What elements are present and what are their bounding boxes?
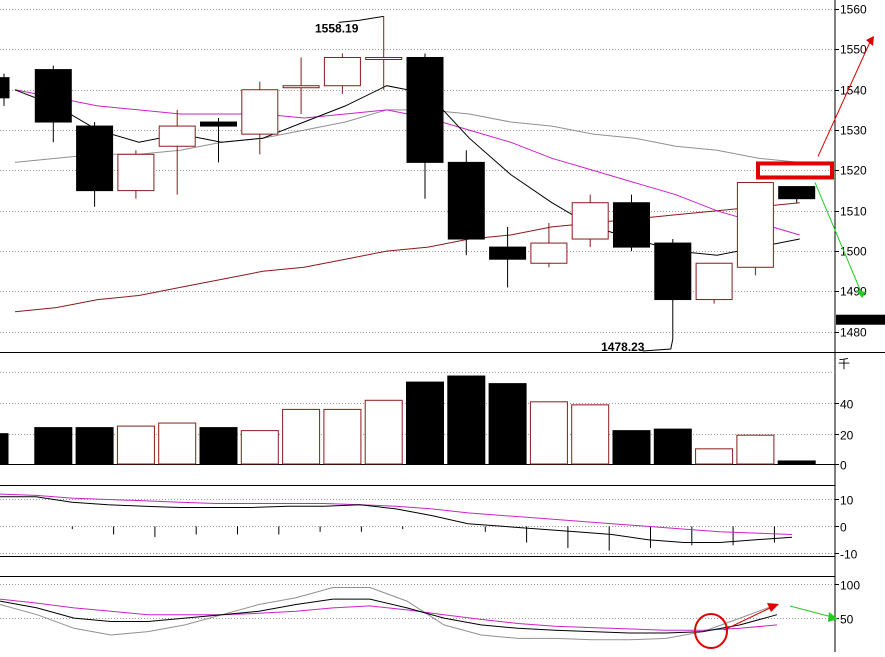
osc1-signal-line: [0, 493, 793, 535]
candlesticks[interactable]: [0, 16, 816, 339]
price-tick-label: 1540: [840, 84, 867, 98]
volume-bar[interactable]: [736, 434, 775, 465]
up-arrow-head: [866, 36, 874, 46]
annotations: 1558.19 1478.23 千: [315, 15, 874, 649]
volume-bar[interactable]: [0, 433, 9, 465]
oscillator-panel-1: [0, 493, 793, 551]
price-tick-label: 1550: [840, 43, 867, 57]
max-leader-line: [338, 15, 384, 23]
volume-bar[interactable]: [282, 408, 321, 465]
oscillator-panel-2: [0, 587, 778, 641]
volume-tick-label: 20: [840, 429, 854, 443]
price-tick-label: 1510: [840, 205, 867, 219]
volume-bar[interactable]: [34, 427, 73, 465]
price-tick-label: 1530: [840, 124, 867, 138]
volume-bar[interactable]: [323, 408, 362, 465]
up-arrow-line: [817, 41, 871, 157]
min-leader-line: [642, 338, 674, 352]
candle-body[interactable]: [695, 262, 733, 301]
osc2-up-arrow-line: [723, 606, 773, 631]
osc2-k-line: [0, 598, 778, 634]
osc2-j-line: [0, 587, 778, 641]
osc2-right-arrow-head: [828, 612, 838, 622]
down-arrow-line: [814, 182, 862, 293]
candle-body[interactable]: [76, 125, 114, 192]
candle-body[interactable]: [365, 56, 403, 60]
volume-bar[interactable]: [612, 430, 651, 465]
down-arrow-head: [856, 290, 866, 298]
volume-bar[interactable]: [447, 375, 486, 465]
volume-bar[interactable]: [777, 460, 816, 465]
candle-body[interactable]: [778, 186, 816, 200]
price-tick-label: 1560: [840, 3, 867, 17]
min-price-label: 1478.23: [601, 340, 645, 354]
volume-bar[interactable]: [75, 427, 114, 465]
ma-long-line: [14, 202, 800, 313]
candle-body[interactable]: [447, 161, 485, 240]
osc2-tick-label: 100: [840, 579, 860, 593]
volume-bar[interactable]: [199, 427, 238, 465]
volume-bar[interactable]: [158, 422, 197, 465]
price-tick-label: 1500: [840, 245, 867, 259]
volume-bar[interactable]: [240, 430, 279, 465]
volume-bar[interactable]: [488, 383, 527, 465]
candle-body[interactable]: [158, 125, 196, 147]
volume-bar[interactable]: [364, 399, 403, 465]
candle-body[interactable]: [323, 56, 361, 87]
highlight-box: [756, 161, 834, 180]
volume-bar[interactable]: [529, 401, 568, 465]
crossover-circle: [694, 613, 728, 649]
volume-bar[interactable]: [653, 428, 692, 465]
osc2-d-line: [0, 598, 778, 631]
osc1-tick-label: 10: [840, 494, 854, 508]
volume-bars[interactable]: [0, 375, 816, 465]
candle-body[interactable]: [117, 153, 155, 192]
candle-body[interactable]: [406, 56, 444, 163]
osc2-tick-label: 50: [840, 613, 854, 627]
volume-bar[interactable]: [695, 448, 734, 465]
volume-bar[interactable]: [571, 404, 610, 465]
osc1-tick-label: 0: [840, 521, 847, 535]
candle-body[interactable]: [736, 182, 774, 268]
candle-body[interactable]: [489, 246, 527, 260]
price-axis: 1480149015001510152015301540155015600204…: [835, 3, 885, 627]
volume-bar[interactable]: [116, 425, 155, 465]
osc1-tick-label: -10: [840, 548, 858, 562]
current-price-marker: [836, 314, 885, 325]
candle-body[interactable]: [0, 77, 10, 99]
candle-body[interactable]: [241, 89, 279, 135]
candle-body[interactable]: [571, 202, 609, 240]
candle-body[interactable]: [654, 242, 692, 301]
max-price-label: 1558.19: [315, 21, 359, 35]
volume-bar[interactable]: [406, 381, 444, 465]
price-tick-label: 1520: [840, 164, 867, 178]
osc2-right-arrow-line: [789, 605, 833, 618]
candle-body[interactable]: [34, 69, 72, 123]
candle-body[interactable]: [200, 121, 237, 127]
volume-tick-label: 0: [840, 459, 847, 473]
candle-body[interactable]: [613, 202, 650, 248]
volume-unit-label: 千: [838, 357, 850, 371]
price-tick-label: 1480: [840, 326, 867, 340]
osc2-up-arrow-head: [767, 603, 779, 612]
volume-tick-label: 40: [840, 398, 854, 412]
candle-body[interactable]: [282, 85, 320, 89]
osc1-main-line: [0, 496, 793, 543]
candle-body[interactable]: [530, 242, 568, 264]
